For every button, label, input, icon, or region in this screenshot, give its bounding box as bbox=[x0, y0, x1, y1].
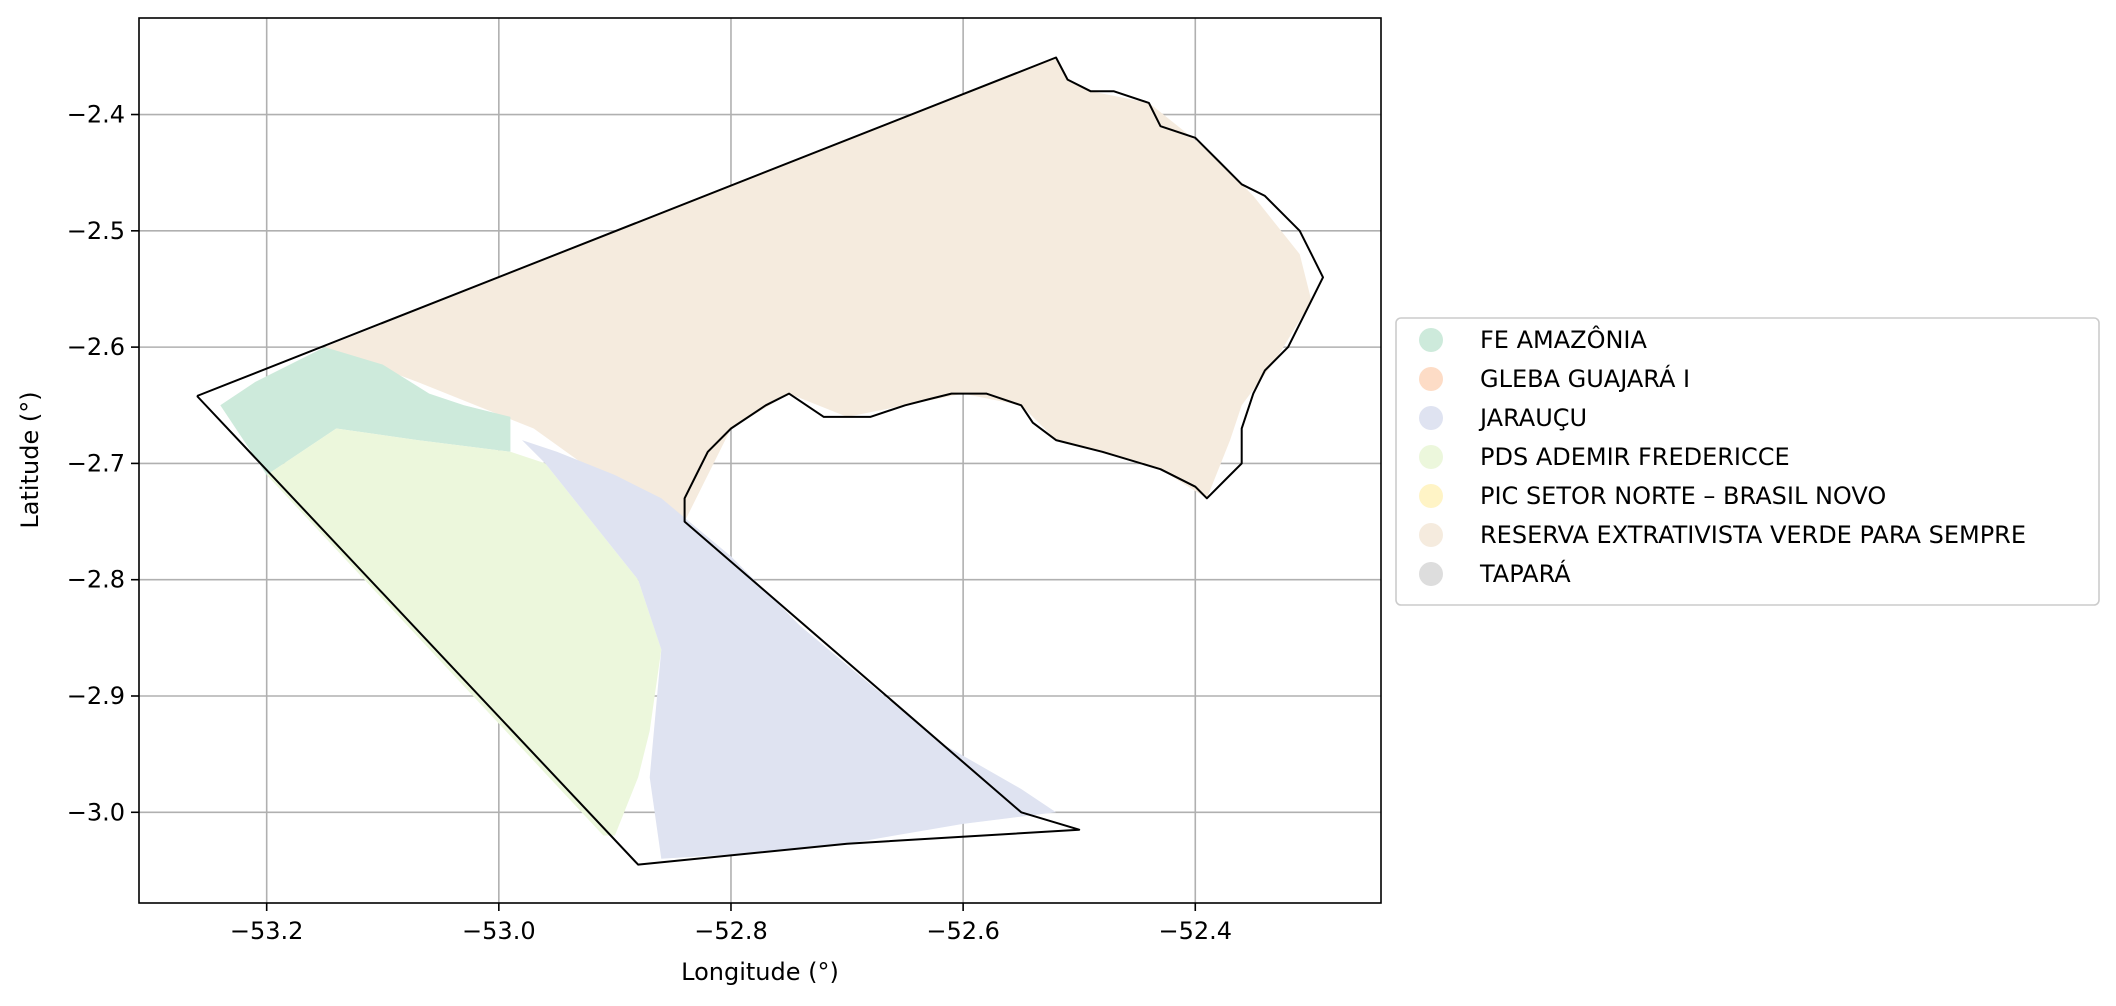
boundary-outline bbox=[196, 56, 1324, 866]
legend-label: FE AMAZÔNIA bbox=[1480, 324, 1648, 354]
region-pds-ademir-fredericce bbox=[266, 428, 662, 836]
plot-frame bbox=[138, 17, 1382, 904]
legend-marker bbox=[1419, 367, 1443, 391]
x-tick-label: −52.8 bbox=[694, 917, 768, 945]
legend-marker bbox=[1419, 562, 1443, 586]
legend-label: GLEBA GUAJARÁ I bbox=[1480, 364, 1690, 393]
y-tick-label: −3.0 bbox=[67, 798, 125, 826]
legend-marker bbox=[1419, 445, 1443, 469]
legend-marker bbox=[1419, 484, 1443, 508]
legend-label: TAPARÁ bbox=[1479, 559, 1571, 588]
legend-label: PIC SETOR NORTE – BRASIL NOVO bbox=[1480, 482, 1886, 510]
legend-marker bbox=[1419, 523, 1443, 547]
x-tick-label: −52.4 bbox=[1159, 917, 1233, 945]
y-axis-label: Latitude (°) bbox=[16, 391, 44, 528]
map-boundary bbox=[196, 56, 1324, 866]
legend-label: PDS ADEMIR FREDERICCE bbox=[1480, 443, 1790, 471]
legend-label: JARAUÇU bbox=[1478, 404, 1587, 432]
y-tick-label: −2.8 bbox=[67, 566, 125, 594]
legend-marker bbox=[1419, 406, 1443, 430]
region-fe-amaz-nia bbox=[220, 347, 511, 475]
legend-label: RESERVA EXTRATIVISTA VERDE PARA SEMPRE bbox=[1480, 521, 2026, 549]
legend: FE AMAZÔNIA GLEBA GUAJARÁ I JARAUÇU PDS ADE… bbox=[1395, 317, 2100, 606]
x-axis-ticks: −53.2 −53.0 −52.8 −52.6 −52.4 bbox=[230, 903, 1232, 945]
region-jarau-u bbox=[522, 440, 1056, 859]
x-tick-label: −52.6 bbox=[926, 917, 1000, 945]
x-axis-label: Longitude (°) bbox=[681, 958, 839, 986]
legend-marker bbox=[1419, 328, 1443, 352]
y-tick-label: −2.9 bbox=[67, 682, 125, 710]
y-tick-label: −2.7 bbox=[67, 449, 125, 477]
y-tick-label: −2.5 bbox=[67, 217, 125, 245]
legend-frame bbox=[1395, 317, 2100, 606]
y-tick-label: −2.4 bbox=[67, 101, 125, 129]
y-tick-label: −2.6 bbox=[67, 333, 125, 361]
region-reserva-extrativista-verde-para-sempre bbox=[324, 57, 1312, 522]
x-tick-label: −53.0 bbox=[462, 917, 536, 945]
x-tick-label: −53.2 bbox=[230, 917, 304, 945]
y-axis-ticks: −2.4 −2.5 −2.6 −2.7 −2.8 −2.9 −3.0 bbox=[67, 101, 139, 826]
map-regions bbox=[220, 57, 1312, 859]
